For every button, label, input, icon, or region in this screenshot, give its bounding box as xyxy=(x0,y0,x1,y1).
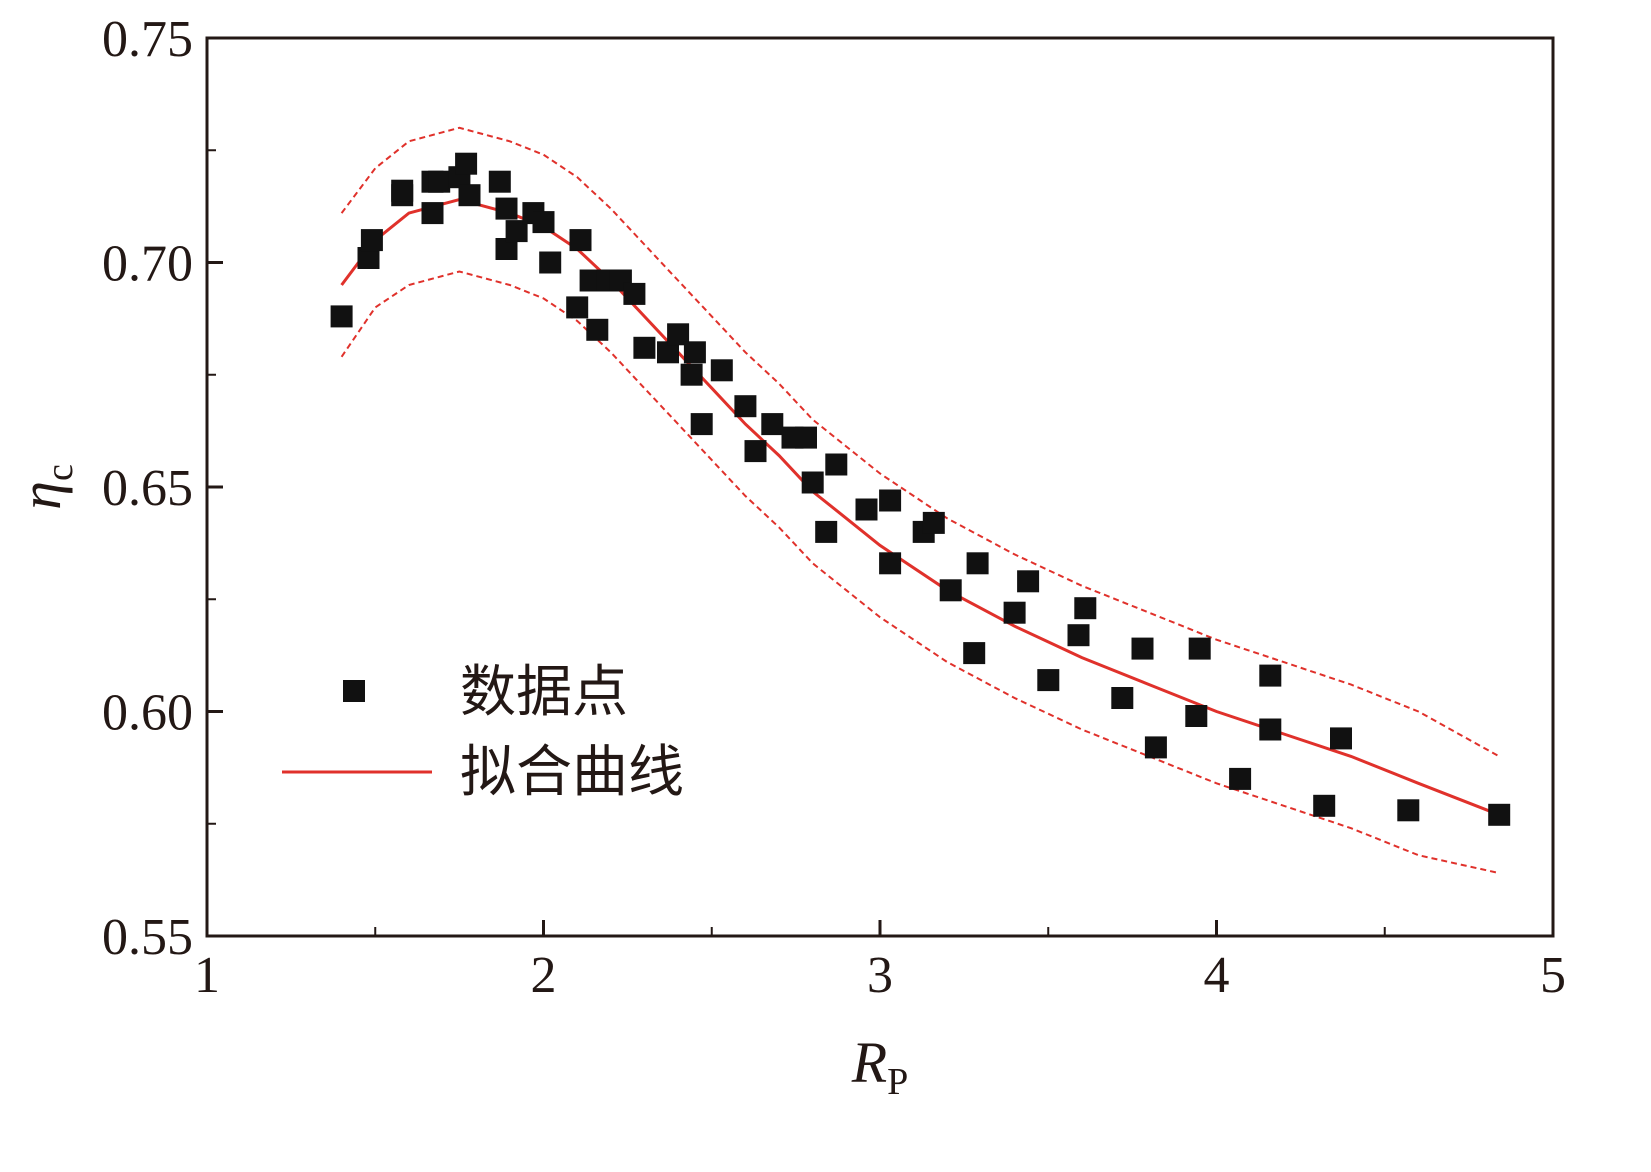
data-point xyxy=(1488,803,1511,826)
data-point xyxy=(633,336,656,359)
data-point xyxy=(569,229,592,252)
data-point xyxy=(710,359,733,382)
x-tick-label: 4 xyxy=(1204,947,1230,1004)
data-points xyxy=(330,152,1511,826)
y-tick-label: 0.75 xyxy=(102,11,193,68)
legend-label-fit: 拟合曲线 xyxy=(460,740,684,805)
data-point xyxy=(421,202,444,225)
y-tick-label: 0.65 xyxy=(102,460,193,517)
x-tick-label: 1 xyxy=(194,947,220,1004)
data-point xyxy=(495,238,518,260)
data-point xyxy=(1003,601,1026,624)
data-point xyxy=(566,296,589,319)
data-point xyxy=(623,282,646,305)
data-point xyxy=(922,511,945,534)
confidence-bounds xyxy=(340,126,1500,875)
data-point xyxy=(690,413,713,436)
legend-marker-points xyxy=(343,680,365,702)
data-point xyxy=(761,413,784,436)
data-point xyxy=(1330,727,1352,750)
data-point xyxy=(488,170,511,193)
data-point xyxy=(391,179,414,202)
data-point xyxy=(855,498,878,521)
data-point xyxy=(360,229,383,252)
data-point xyxy=(505,220,528,243)
data-point xyxy=(879,552,902,575)
data-point xyxy=(428,170,451,193)
lower-bound-line xyxy=(340,270,1500,875)
data-point xyxy=(815,520,838,543)
data-point xyxy=(680,363,703,386)
data-point xyxy=(667,323,690,346)
x-tick-label: 2 xyxy=(531,947,557,1004)
data-point xyxy=(586,318,609,341)
data-point xyxy=(939,579,962,602)
y-tick-label: 0.60 xyxy=(102,685,193,742)
data-point xyxy=(683,341,706,364)
data-point xyxy=(966,552,989,575)
legend: 数据点 拟合曲线 xyxy=(282,660,684,805)
data-point xyxy=(532,211,555,234)
data-point xyxy=(357,247,380,269)
data-point xyxy=(1074,597,1097,620)
data-point xyxy=(1259,664,1282,687)
data-point xyxy=(734,395,757,418)
data-point xyxy=(539,251,562,274)
data-point xyxy=(825,453,848,476)
x-tick-label: 3 xyxy=(867,947,893,1004)
data-point xyxy=(330,305,353,328)
x-axis-title: RP xyxy=(851,1030,909,1103)
upper-bound-line xyxy=(340,126,1500,758)
data-point xyxy=(1185,705,1208,727)
data-point xyxy=(1017,570,1040,593)
data-point xyxy=(1259,718,1282,741)
data-point xyxy=(1144,736,1167,759)
data-point xyxy=(1313,794,1336,817)
data-point xyxy=(744,440,767,463)
data-point xyxy=(1111,687,1134,709)
data-point xyxy=(1037,669,1060,692)
data-point xyxy=(1397,799,1420,822)
y-tick-label: 0.55 xyxy=(102,909,193,966)
plot-frame xyxy=(205,36,1555,938)
data-point xyxy=(579,269,602,292)
axis-ticks: 1 2 3 4 5 0.55 0.60 0.65 0.70 0.75 xyxy=(102,11,1566,1004)
data-point xyxy=(1229,767,1252,790)
data-point xyxy=(879,489,902,512)
data-point xyxy=(801,471,824,494)
data-point xyxy=(1188,637,1211,660)
data-point xyxy=(495,197,518,220)
data-point xyxy=(1067,624,1090,647)
x-tick-label: 5 xyxy=(1540,947,1566,1004)
data-point xyxy=(795,426,817,449)
y-axis-title: ηc xyxy=(8,464,81,510)
legend-label-points: 数据点 xyxy=(460,660,628,725)
data-point xyxy=(1131,637,1154,660)
data-point xyxy=(458,184,481,207)
data-point xyxy=(657,341,679,364)
data-point xyxy=(455,152,478,175)
data-point xyxy=(963,642,986,665)
y-tick-label: 0.70 xyxy=(102,236,193,293)
